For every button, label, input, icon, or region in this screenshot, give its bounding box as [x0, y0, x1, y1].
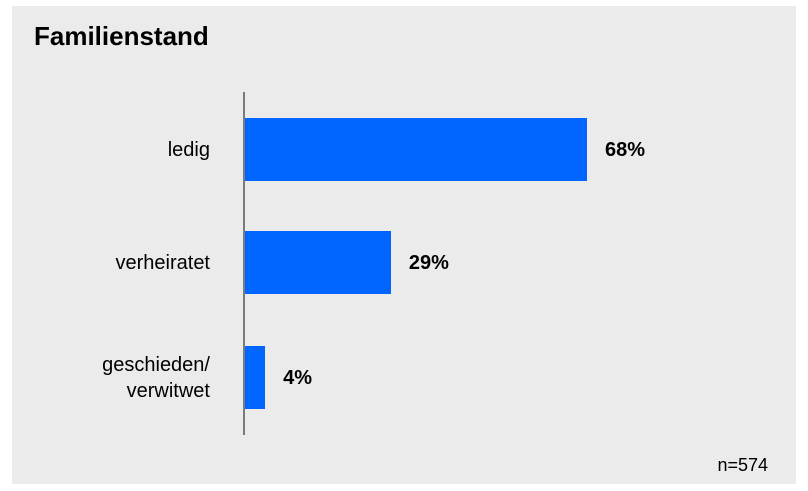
category-label-line: verwitwet	[126, 379, 210, 402]
sample-size-note: n=574	[717, 455, 768, 475]
bar-1	[245, 231, 391, 294]
category-label-line: geschieden/	[102, 353, 210, 376]
value-label-1: 29%	[408, 251, 449, 274]
category-label-2: geschieden/verwitwet	[102, 352, 210, 404]
category-label-line: ledig	[167, 138, 210, 161]
value-label-0: 68%	[605, 138, 646, 161]
value-label-2: 4%	[283, 366, 313, 389]
category-label-0: ledig	[168, 137, 210, 163]
chart-title: Familienstand	[34, 21, 209, 51]
bar-0	[245, 118, 588, 181]
category-axis-line	[243, 92, 245, 435]
chart-panel: Familienstand ledig 68% verheiratet 29% gesc…	[12, 6, 796, 484]
bar-2	[245, 346, 266, 409]
category-label-1: verheiratet	[116, 250, 211, 276]
category-label-line: verheiratet	[115, 251, 211, 274]
